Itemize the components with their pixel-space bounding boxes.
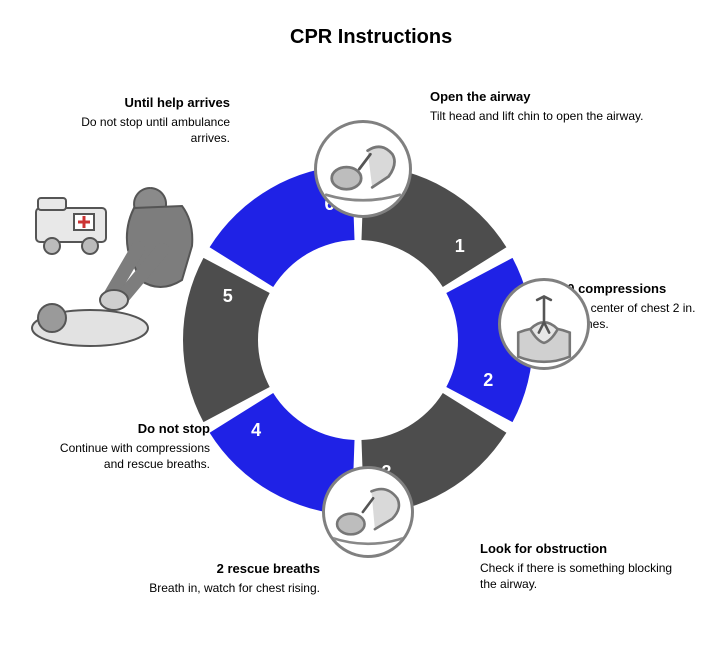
step-6-illustration [30, 178, 230, 358]
step-4-text: 2 rescue breaths Breath in, watch for che… [140, 560, 320, 596]
step-3-desc: Check if there is something blocking the… [480, 561, 672, 591]
step-1-label: Open the airway [430, 88, 650, 106]
step-5-label: Do not stop [40, 420, 210, 438]
step-5-desc: Continue with compressions and rescue br… [60, 441, 210, 471]
step-2-label: 30 compressions [560, 280, 710, 298]
cpr-infographic: CPR Instructions123456Open the airwayTil… [0, 0, 720, 660]
step-6-label: Until help arrives [50, 94, 230, 112]
step-2-icon [498, 278, 590, 370]
step-4-desc: Breath in, watch for chest rising. [149, 581, 320, 595]
step-1-text: Open the airway Tilt head and lift chin t… [430, 88, 650, 124]
step-5-text: Do not stop Continue with compressions an… [40, 420, 210, 472]
step-1-icon [314, 120, 412, 218]
step-6-text: Until help arrives Do not stop until ambu… [50, 94, 230, 146]
step-3-text: Look for obstruction Check if there is so… [480, 540, 680, 592]
step-6-desc: Do not stop until ambulance arrives. [81, 115, 230, 145]
step-3-label: Look for obstruction [480, 540, 680, 558]
step-4-icon [322, 466, 414, 558]
step-1-desc: Tilt head and lift chin to open the airw… [430, 109, 643, 123]
step-4-label: 2 rescue breaths [140, 560, 320, 578]
